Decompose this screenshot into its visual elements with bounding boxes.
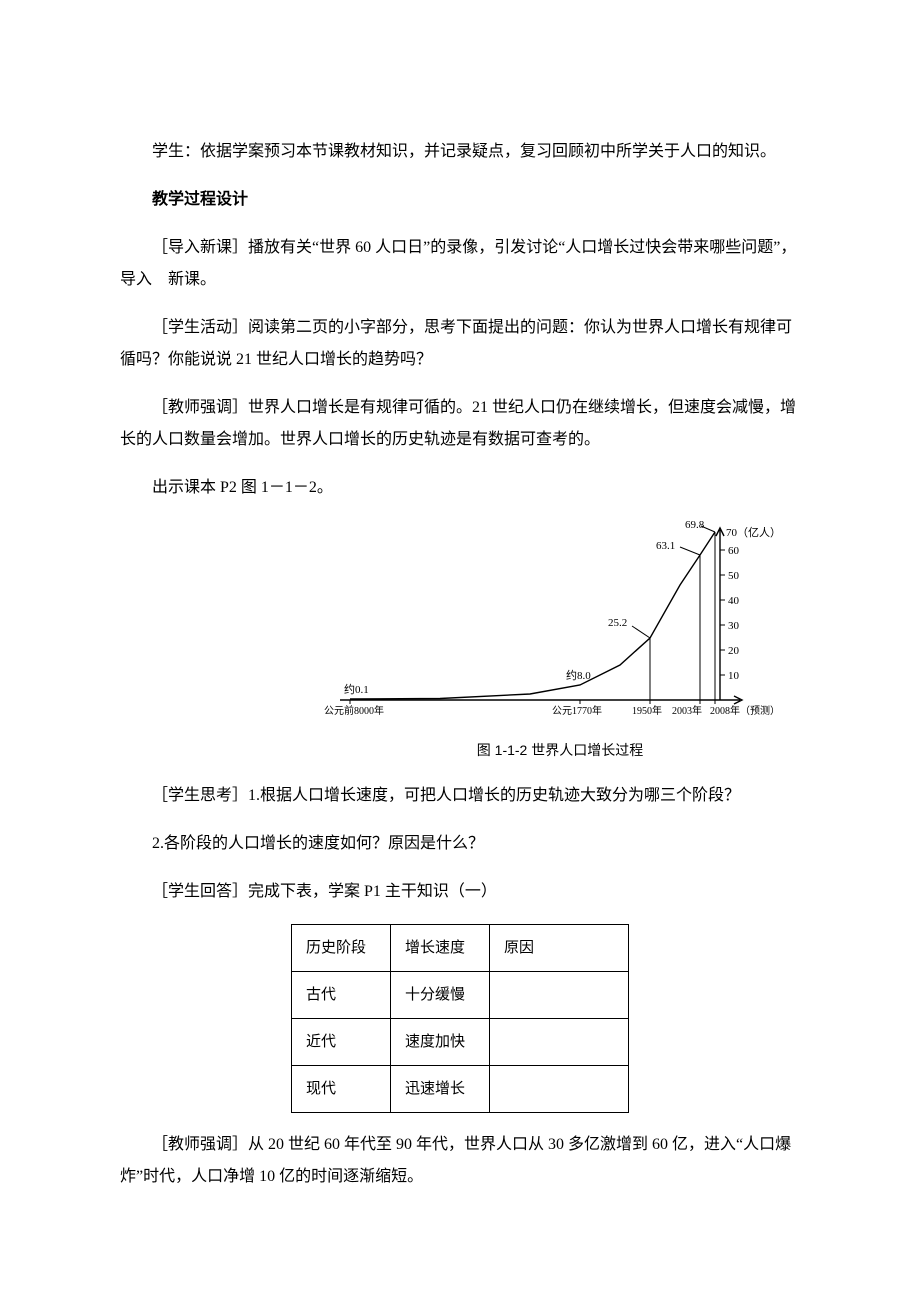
table-cell-stage: 现代 (292, 1066, 391, 1113)
paragraph-teacher-emphasis-1: ［教师强调］世界人口增长是有规律可循的。21 世纪人口仍在继续增长，但速度会减慢… (120, 392, 800, 456)
table-header-reason: 原因 (490, 925, 629, 972)
table-cell-reason (490, 1066, 629, 1113)
table-header-speed: 增长速度 (391, 925, 490, 972)
table-cell-stage: 近代 (292, 1019, 391, 1066)
stages-table: 历史阶段 增长速度 原因 古代 十分缓慢 近代 速度加快 现代 迅速增长 (291, 924, 629, 1113)
table-row: 近代 速度加快 (292, 1019, 629, 1066)
chart-caption: 图 1-1-2 世界人口增长过程 (320, 736, 800, 764)
svg-text:公元前8000年: 公元前8000年 (324, 704, 384, 717)
svg-text:63.1: 63.1 (656, 540, 675, 552)
paragraph-show-figure: 出示课本 P2 图 1－1－2。 (120, 472, 800, 504)
svg-text:60: 60 (728, 545, 740, 557)
table-row: 现代 迅速增长 (292, 1066, 629, 1113)
svg-text:2003年: 2003年 (672, 704, 702, 717)
svg-text:20: 20 (728, 645, 740, 657)
svg-text:约8.0: 约8.0 (566, 669, 591, 682)
svg-text:50: 50 (728, 570, 740, 582)
paragraph-students-prep: 学生：依据学案预习本节课教材知识，并记录疑点，复习回顾初中所学关于人口的知识。 (120, 136, 800, 168)
paragraph-student-think-2: 2.各阶段的人口增长的速度如何？原因是什么？ (120, 828, 800, 860)
svg-text:30: 30 (728, 620, 740, 632)
table-row: 古代 十分缓慢 (292, 972, 629, 1019)
svg-text:69.8: 69.8 (685, 520, 705, 531)
svg-text:公元1770年: 公元1770年 (552, 704, 602, 717)
svg-text:10: 10 (728, 670, 740, 682)
document-page: 学生：依据学案预习本节课教材知识，并记录疑点，复习回顾初中所学关于人口的知识。 … (0, 0, 920, 1302)
svg-text:约0.1: 约0.1 (344, 683, 369, 696)
table-cell-speed: 迅速增长 (391, 1066, 490, 1113)
paragraph-intro-lesson: ［导入新课］播放有关“世界 60 人口日”的录像，引发讨论“人口增长过快会带来哪… (120, 232, 800, 296)
paragraph-student-activity: ［学生活动］阅读第二页的小字部分，思考下面提出的问题：你认为世界人口增长有规律可… (120, 312, 800, 376)
heading-teaching-process: 教学过程设计 (120, 184, 800, 216)
table-header-stage: 历史阶段 (292, 925, 391, 972)
population-chart-svg: 10 20 30 40 50 60 70（亿人） 约0.1 约8.0 25.2 63.1 69.8 公元… (320, 520, 800, 720)
paragraph-student-answer: ［学生回答］完成下表，学案 P1 主干知识（一） (120, 876, 800, 908)
table-cell-speed: 速度加快 (391, 1019, 490, 1066)
population-chart: 10 20 30 40 50 60 70（亿人） 约0.1 约8.0 25.2 63.1 69.8 公元… (320, 520, 800, 764)
table-row: 历史阶段 增长速度 原因 (292, 925, 629, 972)
paragraph-teacher-emphasis-2: ［教师强调］从 20 世纪 60 年代至 90 年代，世界人口从 30 多亿激增… (120, 1129, 800, 1193)
table-cell-speed: 十分缓慢 (391, 972, 490, 1019)
svg-text:1950年: 1950年 (632, 704, 662, 717)
svg-text:2008年（预测）: 2008年（预测） (710, 704, 780, 717)
table-cell-reason (490, 972, 629, 1019)
paragraph-student-think-1: ［学生思考］1.根据人口增长速度，可把人口增长的历史轨迹大致分为哪三个阶段？ (120, 780, 800, 812)
svg-text:70（亿人）: 70（亿人） (726, 526, 781, 539)
svg-text:25.2: 25.2 (608, 617, 627, 629)
svg-text:40: 40 (728, 595, 740, 607)
table-cell-reason (490, 1019, 629, 1066)
table-cell-stage: 古代 (292, 972, 391, 1019)
